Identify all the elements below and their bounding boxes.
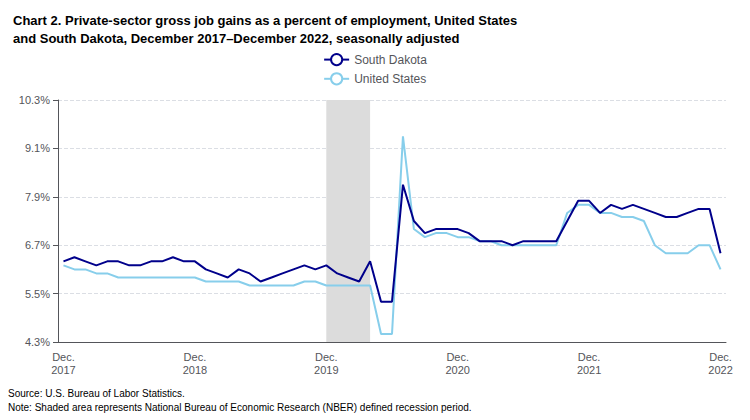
svg-text:Dec.: Dec. — [446, 351, 469, 363]
svg-text:and South Dakota, December 201: and South Dakota, December 2017–December… — [13, 31, 460, 46]
svg-text:2017: 2017 — [51, 364, 75, 376]
svg-text:2021: 2021 — [577, 364, 601, 376]
svg-text:South Dakota: South Dakota — [354, 53, 427, 67]
svg-text:Dec.: Dec. — [709, 351, 732, 363]
svg-text:Dec.: Dec. — [315, 351, 338, 363]
svg-text:2019: 2019 — [314, 364, 338, 376]
svg-text:Dec.: Dec. — [52, 351, 75, 363]
svg-text:7.9%: 7.9% — [25, 191, 50, 203]
svg-text:2020: 2020 — [445, 364, 469, 376]
svg-text:2018: 2018 — [183, 364, 207, 376]
svg-text:Source: U.S. Bureau of Labor S: Source: U.S. Bureau of Labor Statistics. — [8, 388, 185, 399]
svg-text:Chart 2. Private-sector gross: Chart 2. Private-sector gross job gains … — [13, 13, 517, 28]
svg-text:Dec.: Dec. — [184, 351, 207, 363]
svg-text:United States: United States — [354, 72, 426, 86]
svg-text:6.7%: 6.7% — [25, 239, 50, 251]
svg-text:2022: 2022 — [708, 364, 732, 376]
svg-text:Note: Shaded area represents N: Note: Shaded area represents National Bu… — [8, 402, 472, 413]
svg-text:9.1%: 9.1% — [25, 142, 50, 154]
svg-text:10.3%: 10.3% — [19, 94, 50, 106]
svg-text:5.5%: 5.5% — [25, 288, 50, 300]
svg-text:Dec.: Dec. — [578, 351, 601, 363]
svg-text:4.3%: 4.3% — [25, 336, 50, 348]
